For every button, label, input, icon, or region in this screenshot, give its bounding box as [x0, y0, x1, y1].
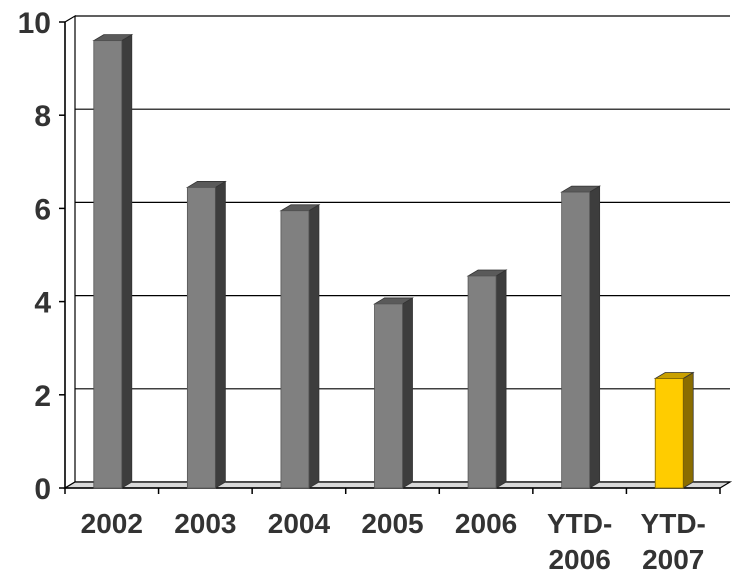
bar-front	[374, 303, 403, 489]
y-tick-label: 6	[34, 193, 51, 226]
y-tick-label: 2	[34, 380, 51, 413]
x-tick-label: 2002	[81, 508, 143, 539]
bar-front	[467, 275, 497, 489]
x-tick-label: YTD- 2007	[641, 508, 706, 575]
bar-ytd-2006	[560, 185, 602, 489]
x-axis-labels: 2002 2003 2004 2005 2006 YTD- 2006 YTD- 2007	[81, 508, 706, 575]
bar-ytd-2007	[653, 371, 695, 489]
y-axis-ticks: 0 2 4 6 8 10	[18, 7, 65, 506]
bars	[92, 33, 695, 489]
x-tick-label-line: 2005	[361, 508, 423, 539]
x-tick-label-line: YTD-	[641, 508, 706, 539]
bar-2005	[373, 297, 414, 489]
bar-front	[93, 40, 123, 489]
bar-side	[402, 297, 413, 489]
bar-side	[214, 180, 226, 489]
bar-side	[495, 269, 507, 489]
bar-2002	[92, 33, 134, 489]
bar-side	[589, 185, 601, 489]
x-tick-label-line: 2007	[642, 544, 704, 575]
bar-2006	[466, 269, 508, 489]
x-tick-label: 2003	[174, 508, 236, 539]
y-tick-label: 0	[34, 473, 51, 506]
bar-2004	[279, 204, 321, 489]
bar-side	[308, 204, 320, 489]
x-tick-label: 2004	[268, 508, 331, 539]
x-tick-label-line: YTD-	[547, 508, 612, 539]
x-tick-label: 2006	[455, 508, 517, 539]
bar-side	[682, 371, 694, 489]
x-tick-label-line: 2003	[174, 508, 236, 539]
x-tick-label-line: 2004	[268, 508, 331, 539]
bar-side	[121, 33, 133, 489]
x-tick-label-line: 2006	[548, 544, 610, 575]
y-axis-wall	[64, 14, 76, 490]
bar-front	[280, 210, 310, 489]
bar-front	[186, 187, 216, 489]
y-tick-label: 10	[18, 7, 51, 40]
x-tick-label: YTD- 2006	[547, 508, 612, 575]
bar-front	[561, 191, 591, 489]
x-tick-label: 2005	[361, 508, 423, 539]
bar-front	[654, 378, 684, 489]
y-tick-label: 4	[34, 287, 51, 320]
x-tick-label-line: 2002	[81, 508, 143, 539]
y-tick-label: 8	[34, 100, 51, 133]
x-tick-label-line: 2006	[455, 508, 517, 539]
bar-2003	[185, 180, 227, 489]
